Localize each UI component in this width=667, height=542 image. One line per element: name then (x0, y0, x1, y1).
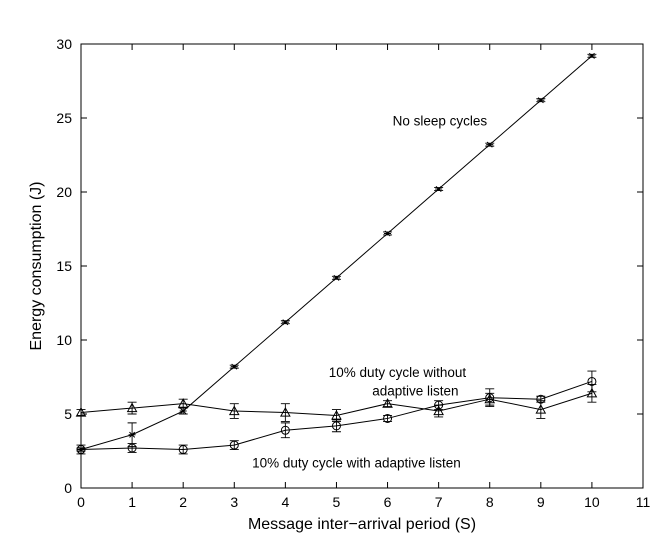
annotation-label: No sleep cycles (393, 113, 488, 128)
y-tick-label: 5 (64, 406, 72, 422)
triangle-point (382, 398, 393, 408)
x-tick-label: 7 (435, 494, 443, 510)
triangle-point (433, 405, 444, 416)
circle-point (485, 393, 495, 403)
x-tick-label: 2 (179, 494, 187, 510)
triangle-point (331, 409, 342, 420)
x-tick-label: 9 (537, 494, 545, 510)
annotations: No sleep cycles 10% duty cycle without ada… (252, 113, 487, 470)
star-point (332, 274, 340, 281)
series-line (80, 55, 593, 451)
y-tick-label: 10 (56, 332, 72, 348)
data-series (75, 52, 598, 455)
y-tick-label: 25 (56, 110, 72, 126)
circle-point (331, 421, 341, 431)
axis-ticks: 0 1 2 3 4 5 6 7 8 9 10 11 0 5 10 15 20 25 30 (56, 36, 650, 510)
annotation-label: adaptive listen (372, 384, 458, 399)
star-point (384, 230, 392, 237)
y-axis-title: Energy consumption (J) (28, 182, 45, 351)
error-bar (485, 388, 495, 408)
annotation-label: 10% duty cycle without (329, 365, 467, 380)
series-triangle (75, 383, 598, 422)
star-point (179, 408, 187, 415)
x-axis-title: Message inter−arrival period (S) (248, 516, 476, 533)
x-tick-label: 0 (77, 494, 85, 510)
triangle-point (586, 387, 598, 398)
star-point (537, 97, 545, 104)
y-tick-label: 30 (56, 36, 72, 52)
triangle-point (280, 406, 291, 417)
triangle-point (177, 398, 189, 408)
circle-point (383, 413, 393, 423)
circle-point (434, 400, 444, 410)
error-bar (587, 370, 597, 393)
series-star (76, 52, 597, 453)
star-point (588, 52, 596, 59)
x-tick-label: 6 (384, 494, 392, 510)
y-tick-label: 0 (64, 480, 72, 496)
triangle-point (535, 404, 547, 414)
circle-point (76, 445, 86, 455)
x-tick-label: 4 (281, 494, 289, 510)
circle-point (587, 376, 597, 386)
x-tick-label: 8 (486, 494, 494, 510)
circle-point (127, 443, 137, 453)
triangle-point (126, 402, 138, 413)
error-bar (280, 422, 290, 439)
error-bar (280, 403, 290, 422)
y-tick-label: 20 (56, 184, 72, 200)
circle-point (178, 445, 188, 455)
x-tick-label: 10 (584, 494, 600, 510)
x-tick-label: 5 (333, 494, 341, 510)
star-point (230, 363, 238, 370)
error-bar (383, 400, 393, 408)
x-tick-label: 11 (636, 494, 651, 510)
plot-border (80, 43, 644, 489)
circle-point (229, 440, 239, 450)
star-point (435, 186, 443, 193)
annotation-label: 10% duty cycle with adaptive listen (252, 455, 461, 470)
series-circle (76, 370, 597, 455)
error-bar (76, 409, 86, 416)
star-point (486, 141, 494, 148)
x-tick-label: 1 (128, 494, 136, 510)
plot-frame (80, 43, 644, 489)
star-point (128, 431, 136, 438)
circle-point (280, 425, 290, 435)
circle-point (536, 394, 546, 404)
star-point (281, 319, 289, 326)
y-tick-label: 15 (56, 258, 72, 274)
triangle-point (228, 405, 240, 416)
triangle-point (75, 406, 87, 417)
x-tick-label: 3 (230, 494, 238, 510)
